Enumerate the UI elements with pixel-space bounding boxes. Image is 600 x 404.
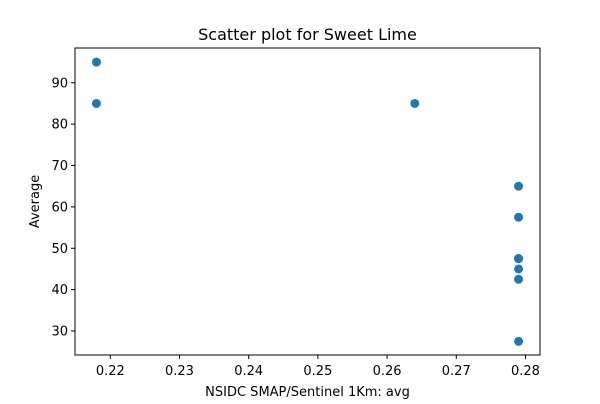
y-axis-label: Average bbox=[28, 175, 43, 228]
y-tick-label: 50 bbox=[51, 242, 68, 257]
data-point bbox=[91, 57, 101, 67]
y-tick-label: 90 bbox=[51, 76, 68, 91]
data-point bbox=[91, 98, 101, 108]
x-tick-label: 0.23 bbox=[165, 364, 194, 379]
y-axis-ticks: 30 40 50 60 70 80 90 bbox=[51, 76, 75, 340]
y-tick-label: 30 bbox=[51, 325, 68, 340]
x-tick-label: 0.27 bbox=[442, 364, 471, 379]
x-tick-label: 0.28 bbox=[511, 364, 540, 379]
data-point bbox=[514, 264, 524, 274]
chart-title: Scatter plot for Sweet Lime bbox=[198, 25, 417, 44]
data-point bbox=[514, 181, 524, 191]
data-point bbox=[514, 274, 524, 284]
data-point bbox=[514, 212, 524, 222]
x-tick-label: 0.24 bbox=[234, 364, 263, 379]
y-tick-label: 80 bbox=[51, 118, 68, 133]
y-tick-label: 40 bbox=[51, 283, 68, 298]
x-axis-ticks: 0.22 0.23 0.24 0.25 0.26 0.27 0.28 bbox=[96, 355, 540, 379]
y-tick-label: 70 bbox=[51, 159, 68, 174]
x-axis-label: NSIDC SMAP/Sentinel 1Km: avg bbox=[205, 385, 410, 400]
x-tick-label: 0.26 bbox=[373, 364, 402, 379]
data-points bbox=[91, 57, 524, 346]
data-point bbox=[514, 336, 524, 346]
plot-area-frame bbox=[74, 47, 541, 356]
data-point bbox=[410, 98, 420, 108]
y-tick-label: 60 bbox=[51, 200, 68, 215]
x-tick-label: 0.25 bbox=[303, 364, 332, 379]
x-tick-label: 0.22 bbox=[96, 364, 125, 379]
data-point bbox=[514, 254, 524, 264]
